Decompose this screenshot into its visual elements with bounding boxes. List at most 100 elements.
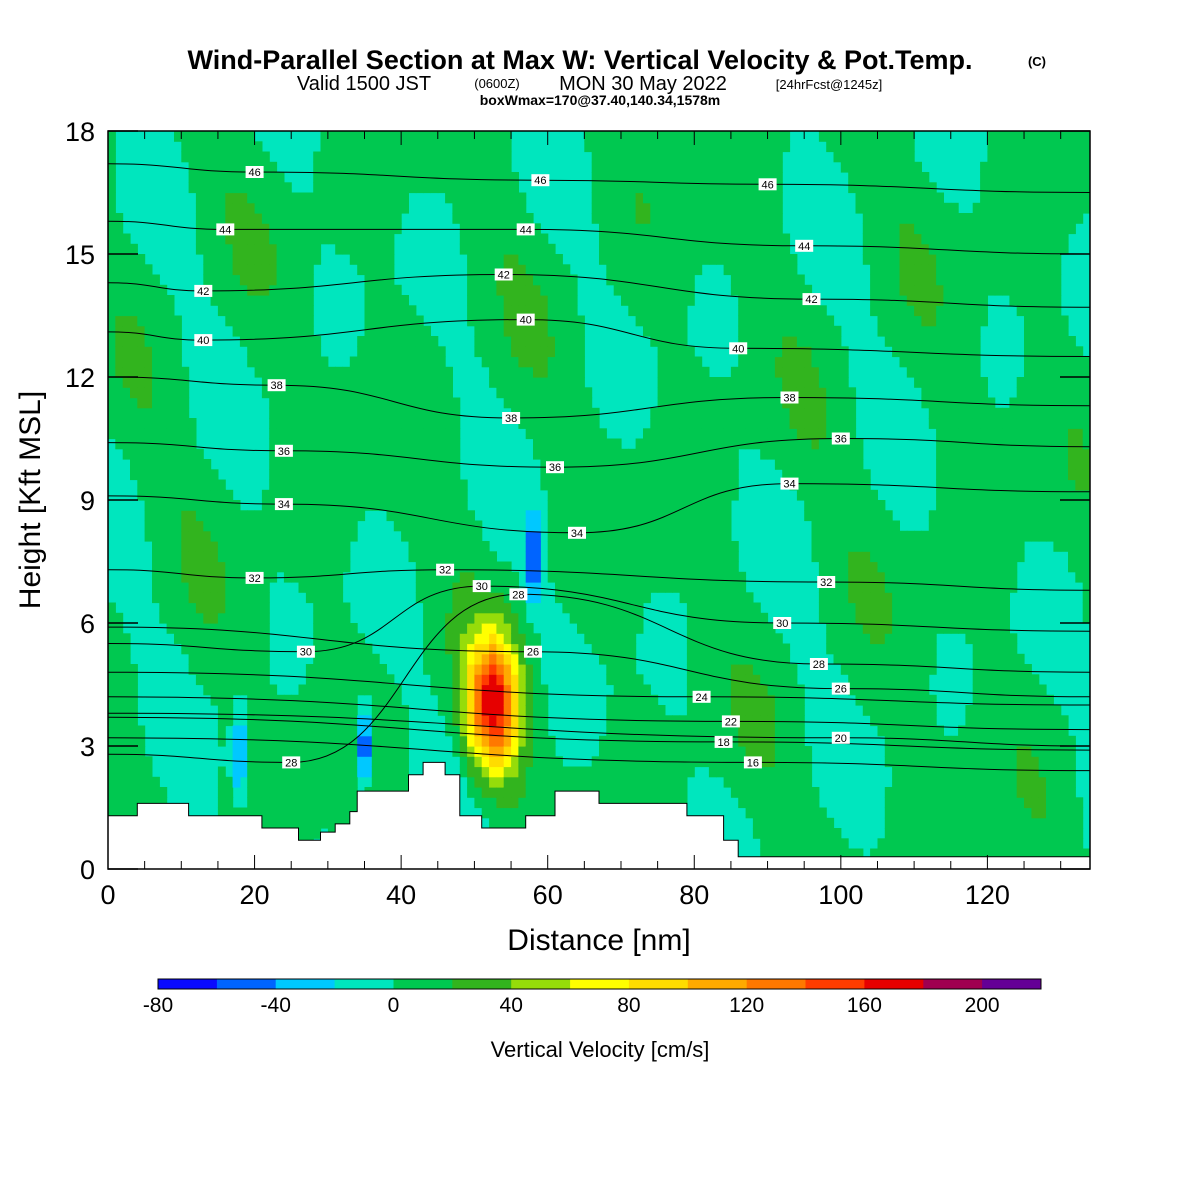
field-cell	[467, 653, 475, 665]
field-cell	[313, 817, 322, 829]
field-cell	[437, 633, 446, 645]
field-cell	[261, 561, 270, 573]
field-cell	[503, 243, 512, 255]
field-cell	[796, 459, 805, 470]
field-cell	[313, 489, 322, 501]
field-cell	[503, 664, 512, 675]
field-cell	[708, 653, 717, 665]
field-cell	[562, 776, 571, 788]
field-cell	[818, 438, 827, 450]
field-cell	[130, 377, 138, 388]
field-cell	[621, 223, 629, 235]
field-cell	[459, 530, 468, 542]
field-cell	[665, 305, 673, 317]
field-cell	[716, 633, 725, 645]
field-cell	[225, 192, 234, 204]
field-cell	[826, 459, 835, 470]
field-cell	[269, 397, 278, 409]
field-cell	[415, 500, 424, 511]
field-cell	[408, 428, 417, 440]
field-cell	[371, 172, 380, 183]
field-cell	[650, 192, 659, 204]
field-cell	[767, 664, 776, 675]
field-cell	[577, 438, 585, 450]
field-cell	[371, 766, 380, 778]
field-cell	[122, 694, 131, 706]
field-cell	[672, 325, 681, 337]
field-cell	[269, 530, 278, 542]
field-cell	[313, 592, 322, 604]
field-cell	[269, 459, 278, 470]
field-cell	[269, 489, 278, 501]
field-cell	[474, 182, 483, 194]
field-cell	[269, 295, 278, 306]
field-cell	[599, 551, 607, 563]
field-cell	[694, 172, 703, 183]
field-cell	[349, 356, 358, 368]
field-cell	[430, 612, 439, 624]
field-cell	[445, 151, 453, 163]
field-cell	[540, 735, 549, 747]
field-cell	[481, 787, 490, 798]
field-cell	[203, 233, 212, 245]
field-cell	[415, 377, 424, 388]
field-cell	[789, 407, 798, 419]
field-cell	[459, 541, 468, 552]
field-cell	[364, 664, 373, 675]
field-cell	[371, 161, 380, 173]
field-cell	[760, 623, 769, 634]
field-cell	[269, 161, 278, 173]
field-cell	[745, 233, 754, 245]
field-cell	[584, 500, 593, 511]
field-cell	[518, 202, 527, 214]
field-cell	[335, 551, 344, 563]
field-cell	[694, 551, 703, 563]
field-cell	[811, 346, 820, 358]
field-cell	[364, 766, 373, 778]
field-cell	[313, 725, 322, 737]
field-cell	[569, 366, 578, 378]
field-cell	[826, 387, 835, 399]
field-cell	[701, 735, 710, 747]
field-cell	[577, 500, 585, 511]
field-cell	[533, 530, 541, 542]
field-cell	[672, 223, 681, 235]
field-cell	[232, 725, 241, 737]
field-cell	[467, 223, 475, 235]
field-cell	[203, 541, 212, 552]
field-cell	[804, 448, 813, 460]
field-cell	[694, 623, 703, 634]
field-cell	[269, 756, 278, 768]
field-cell	[547, 448, 556, 460]
field-cell	[613, 141, 622, 153]
field-cell	[686, 264, 695, 276]
field-cell	[276, 397, 285, 409]
field-cell	[752, 643, 761, 655]
field-cell	[415, 459, 424, 470]
field-cell	[694, 254, 703, 265]
field-cell	[643, 705, 651, 716]
field-cell	[459, 643, 468, 655]
field-cell	[584, 561, 593, 573]
field-cell	[203, 510, 212, 522]
field-cell	[826, 397, 835, 409]
field-cell	[313, 756, 322, 768]
field-cell	[291, 315, 300, 327]
field-cell	[591, 479, 600, 491]
field-cell	[327, 705, 336, 716]
field-cell	[811, 315, 820, 327]
field-cell	[591, 192, 600, 204]
field-cell	[760, 192, 769, 204]
field-cell	[247, 643, 256, 655]
field-cell	[415, 561, 424, 573]
field-cell	[774, 223, 783, 235]
field-cell	[496, 694, 505, 706]
field-cell	[767, 838, 776, 850]
field-cell	[203, 192, 212, 204]
field-cell	[489, 643, 497, 655]
field-cell	[371, 684, 380, 696]
field-cell	[679, 336, 688, 347]
field-cell	[269, 315, 278, 327]
field-cell	[833, 643, 842, 655]
field-cell	[364, 489, 373, 501]
